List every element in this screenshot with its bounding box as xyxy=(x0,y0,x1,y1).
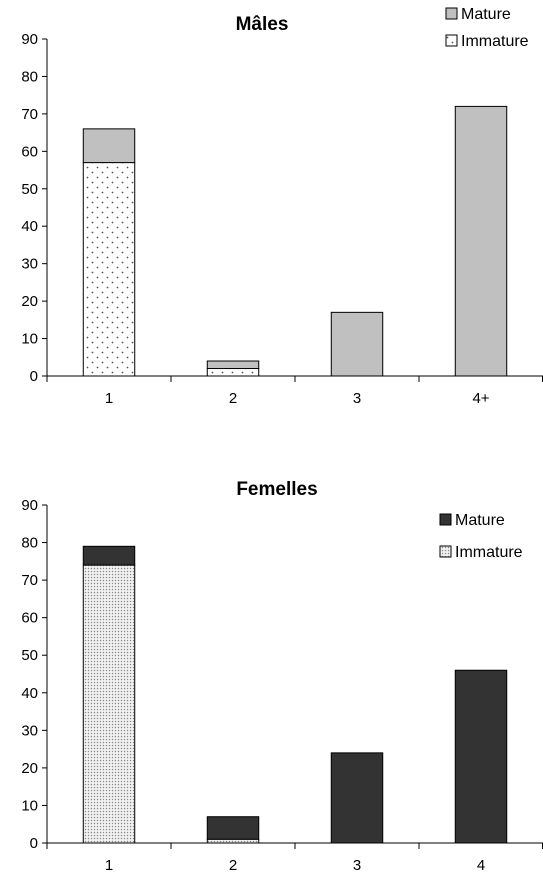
females-legend-label-mature: Mature xyxy=(455,512,505,529)
males-bar-4-mature xyxy=(454,105,508,377)
females-y-tick-label: 40 xyxy=(21,685,38,702)
males-y-tick-label: 60 xyxy=(21,143,38,160)
females-x-tick-label: 2 xyxy=(229,857,237,874)
males-y-tick-label: 90 xyxy=(21,31,38,48)
males-bar-1-immature xyxy=(82,162,136,377)
males-y-tick-label: 70 xyxy=(21,106,38,123)
males-x-tick-label: 2 xyxy=(229,390,237,407)
males-x-tick-label: 3 xyxy=(353,390,361,407)
males-bars xyxy=(82,105,508,377)
males-y-tick-label: 50 xyxy=(21,181,38,198)
males-y-tick-label: 20 xyxy=(21,293,38,310)
males-legend-label-immature: Immature xyxy=(461,33,529,50)
females-bar-1-immature xyxy=(82,564,136,844)
females-axes: 0 10 20 30 40 50 60 70 80 90 1 2 3 4 xyxy=(21,497,543,874)
males-chart: Mâles 0 10 20 30 40 50 60 70 80 90 1 2 3 4+ Mature Imm… xyxy=(21,6,543,407)
males-legend-swatch-mature xyxy=(445,7,458,20)
males-legend-swatch-immature xyxy=(445,34,458,47)
females-y-tick-label: 60 xyxy=(21,610,38,627)
males-bar-3-mature xyxy=(330,311,384,377)
males-y-tick-label: 10 xyxy=(21,331,38,348)
females-y-tick-label: 90 xyxy=(21,497,38,514)
males-y-tick-label: 40 xyxy=(21,218,38,235)
males-x-tick-label: 4+ xyxy=(472,390,489,407)
males-bar-1-mature xyxy=(82,128,136,164)
males-legend-label-mature: Mature xyxy=(461,6,511,23)
females-x-tick-label: 3 xyxy=(353,857,361,874)
males-x-tick-label: 1 xyxy=(105,390,113,407)
males-legend: Mature Immature xyxy=(445,6,529,50)
females-y-tick-label: 0 xyxy=(30,835,38,852)
females-bars xyxy=(82,545,508,844)
females-legend-swatch-immature xyxy=(439,545,452,558)
females-bar-4-mature xyxy=(454,669,508,844)
females-y-tick-label: 20 xyxy=(21,760,38,777)
females-y-tick-label: 10 xyxy=(21,797,38,814)
males-y-tick-label: 0 xyxy=(30,368,38,385)
females-y-tick-label: 50 xyxy=(21,647,38,664)
females-chart-title: Femelles xyxy=(236,479,317,500)
females-y-tick-label: 80 xyxy=(21,535,38,552)
females-legend-swatch-mature xyxy=(439,513,452,526)
females-chart: Femelles 0 10 20 30 40 50 60 70 80 90 1 2 3 4 Mature I… xyxy=(21,479,543,874)
males-bar-2-mature xyxy=(206,360,260,370)
females-bar-2-immature xyxy=(206,838,260,844)
females-x-tick-label: 1 xyxy=(105,857,113,874)
females-y-tick-label: 70 xyxy=(21,572,38,589)
females-y-tick-label: 30 xyxy=(21,722,38,739)
females-legend: Mature Immature xyxy=(439,512,523,561)
females-bar-3-mature xyxy=(330,752,384,844)
males-y-tick-label: 80 xyxy=(21,68,38,85)
females-bar-1-mature xyxy=(82,545,136,566)
males-y-tick-label: 30 xyxy=(21,256,38,273)
males-chart-title: Mâles xyxy=(236,14,289,35)
females-bar-2-mature xyxy=(206,816,260,840)
females-x-tick-label: 4 xyxy=(477,857,485,874)
females-legend-label-immature: Immature xyxy=(455,544,523,561)
males-bar-2-immature xyxy=(206,368,260,377)
